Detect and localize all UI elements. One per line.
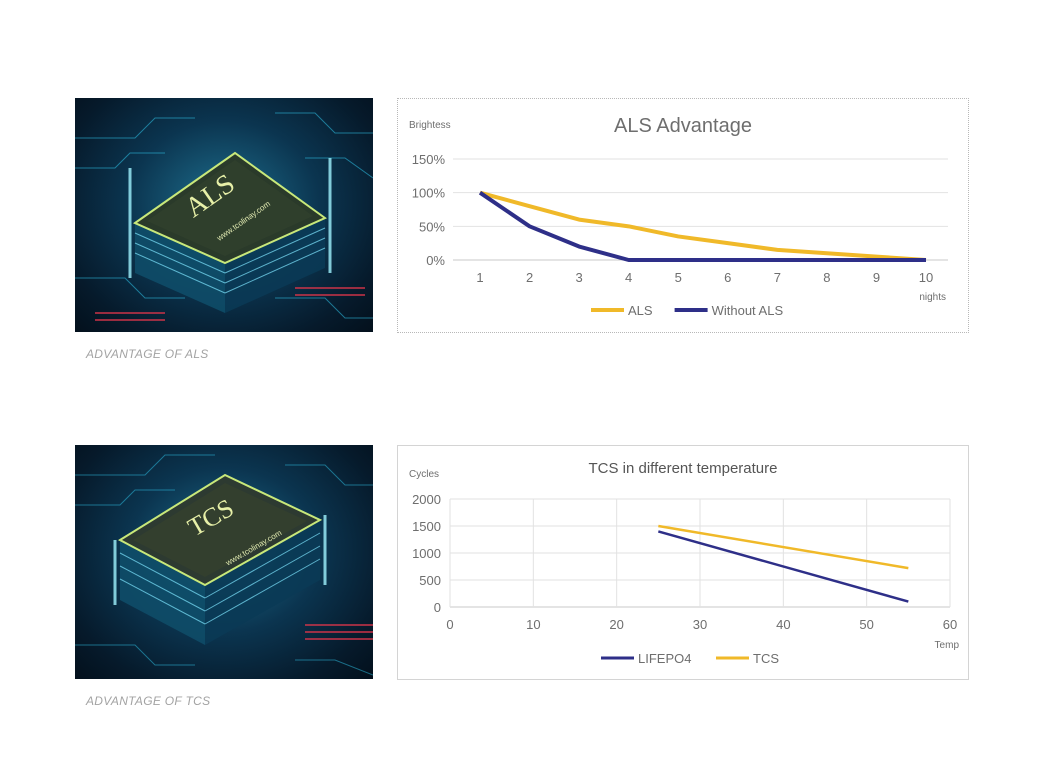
x-tick-label: 40 bbox=[776, 617, 790, 632]
x-tick-label: 10 bbox=[526, 617, 540, 632]
series-line-lifepo4 bbox=[657, 530, 909, 603]
legend-label: ALS bbox=[628, 303, 653, 318]
tcs-chip-image: TCS www.tcolinay.com bbox=[75, 445, 373, 679]
x-tick-label: 0 bbox=[446, 617, 453, 632]
y-tick-label: 150% bbox=[412, 152, 446, 167]
series-line-tcs bbox=[658, 524, 909, 570]
tcs-temperature-chart: TCS in different temperatureCycles050010… bbox=[409, 460, 960, 666]
x-tick-label: 4 bbox=[625, 270, 632, 285]
x-tick-label: 6 bbox=[724, 270, 731, 285]
x-tick-label: 10 bbox=[919, 270, 933, 285]
y-tick-label: 50% bbox=[419, 219, 445, 234]
red-traces bbox=[95, 287, 365, 321]
x-tick-label: 7 bbox=[774, 270, 781, 285]
x-tick-label: 8 bbox=[823, 270, 830, 285]
x-tick-label: 50 bbox=[859, 617, 873, 632]
series-line-als bbox=[479, 190, 927, 262]
red-traces bbox=[305, 624, 373, 640]
legend-label: Without ALS bbox=[712, 303, 784, 318]
x-tick-label: 9 bbox=[873, 270, 880, 285]
y-tick-label: 500 bbox=[419, 573, 441, 588]
chip-side-right bbox=[205, 520, 320, 645]
y-axis-label: Brightess bbox=[409, 120, 451, 131]
series-line-without-als bbox=[478, 191, 926, 262]
y-tick-label: 0 bbox=[434, 600, 441, 615]
legend-label: TCS bbox=[753, 651, 779, 666]
als-chart-panel: ALS Advantage Brightess 0% 50% 100% 150% 1 2 3 4 5… bbox=[397, 98, 969, 333]
als-advantage-chart: ALS Advantage Brightess 0% 50% 100% 150% 1 2 3 4 5… bbox=[409, 115, 948, 318]
circuit-traces bbox=[75, 454, 373, 676]
caption-als: ADVANTAGE OF ALS bbox=[86, 347, 209, 361]
chart-title: TCS in different temperature bbox=[589, 460, 778, 477]
tcs-chart-panel: TCS in different temperature Cycles 0 500 10… bbox=[397, 445, 969, 680]
x-tick-label: 2 bbox=[526, 270, 533, 285]
y-tick-label: 2000 bbox=[412, 492, 441, 507]
legend-label: LIFEPO4 bbox=[638, 651, 691, 666]
x-tick-label: 60 bbox=[943, 617, 957, 632]
y-tick-label: 1500 bbox=[412, 519, 441, 534]
x-tick-label: 3 bbox=[575, 270, 582, 285]
chart-title: ALS Advantage bbox=[614, 115, 752, 137]
chip-side-left bbox=[135, 223, 225, 313]
x-tick-label: 20 bbox=[609, 617, 623, 632]
tcs-chip-illustration: TCS www.tcolinay.com bbox=[75, 454, 373, 676]
y-tick-label: 1000 bbox=[412, 546, 441, 561]
x-axis-label: Temp bbox=[935, 640, 960, 651]
chip-side-left bbox=[120, 540, 205, 645]
als-chip-image: ALS www.tcolinay.com bbox=[75, 98, 373, 332]
caption-tcs: ADVANTAGE OF TCS bbox=[86, 694, 211, 708]
x-axis-label: nights bbox=[919, 292, 946, 303]
circuit-traces bbox=[75, 112, 373, 319]
chip-side-right bbox=[225, 218, 325, 313]
x-tick-label: 1 bbox=[476, 270, 483, 285]
als-chip-illustration: ALS www.tcolinay.com bbox=[75, 112, 373, 321]
x-tick-label: 5 bbox=[675, 270, 682, 285]
y-tick-label: 0% bbox=[426, 253, 445, 268]
y-axis-label: Cycles bbox=[409, 469, 439, 480]
y-tick-label: 100% bbox=[412, 186, 446, 201]
x-tick-label: 30 bbox=[693, 617, 707, 632]
